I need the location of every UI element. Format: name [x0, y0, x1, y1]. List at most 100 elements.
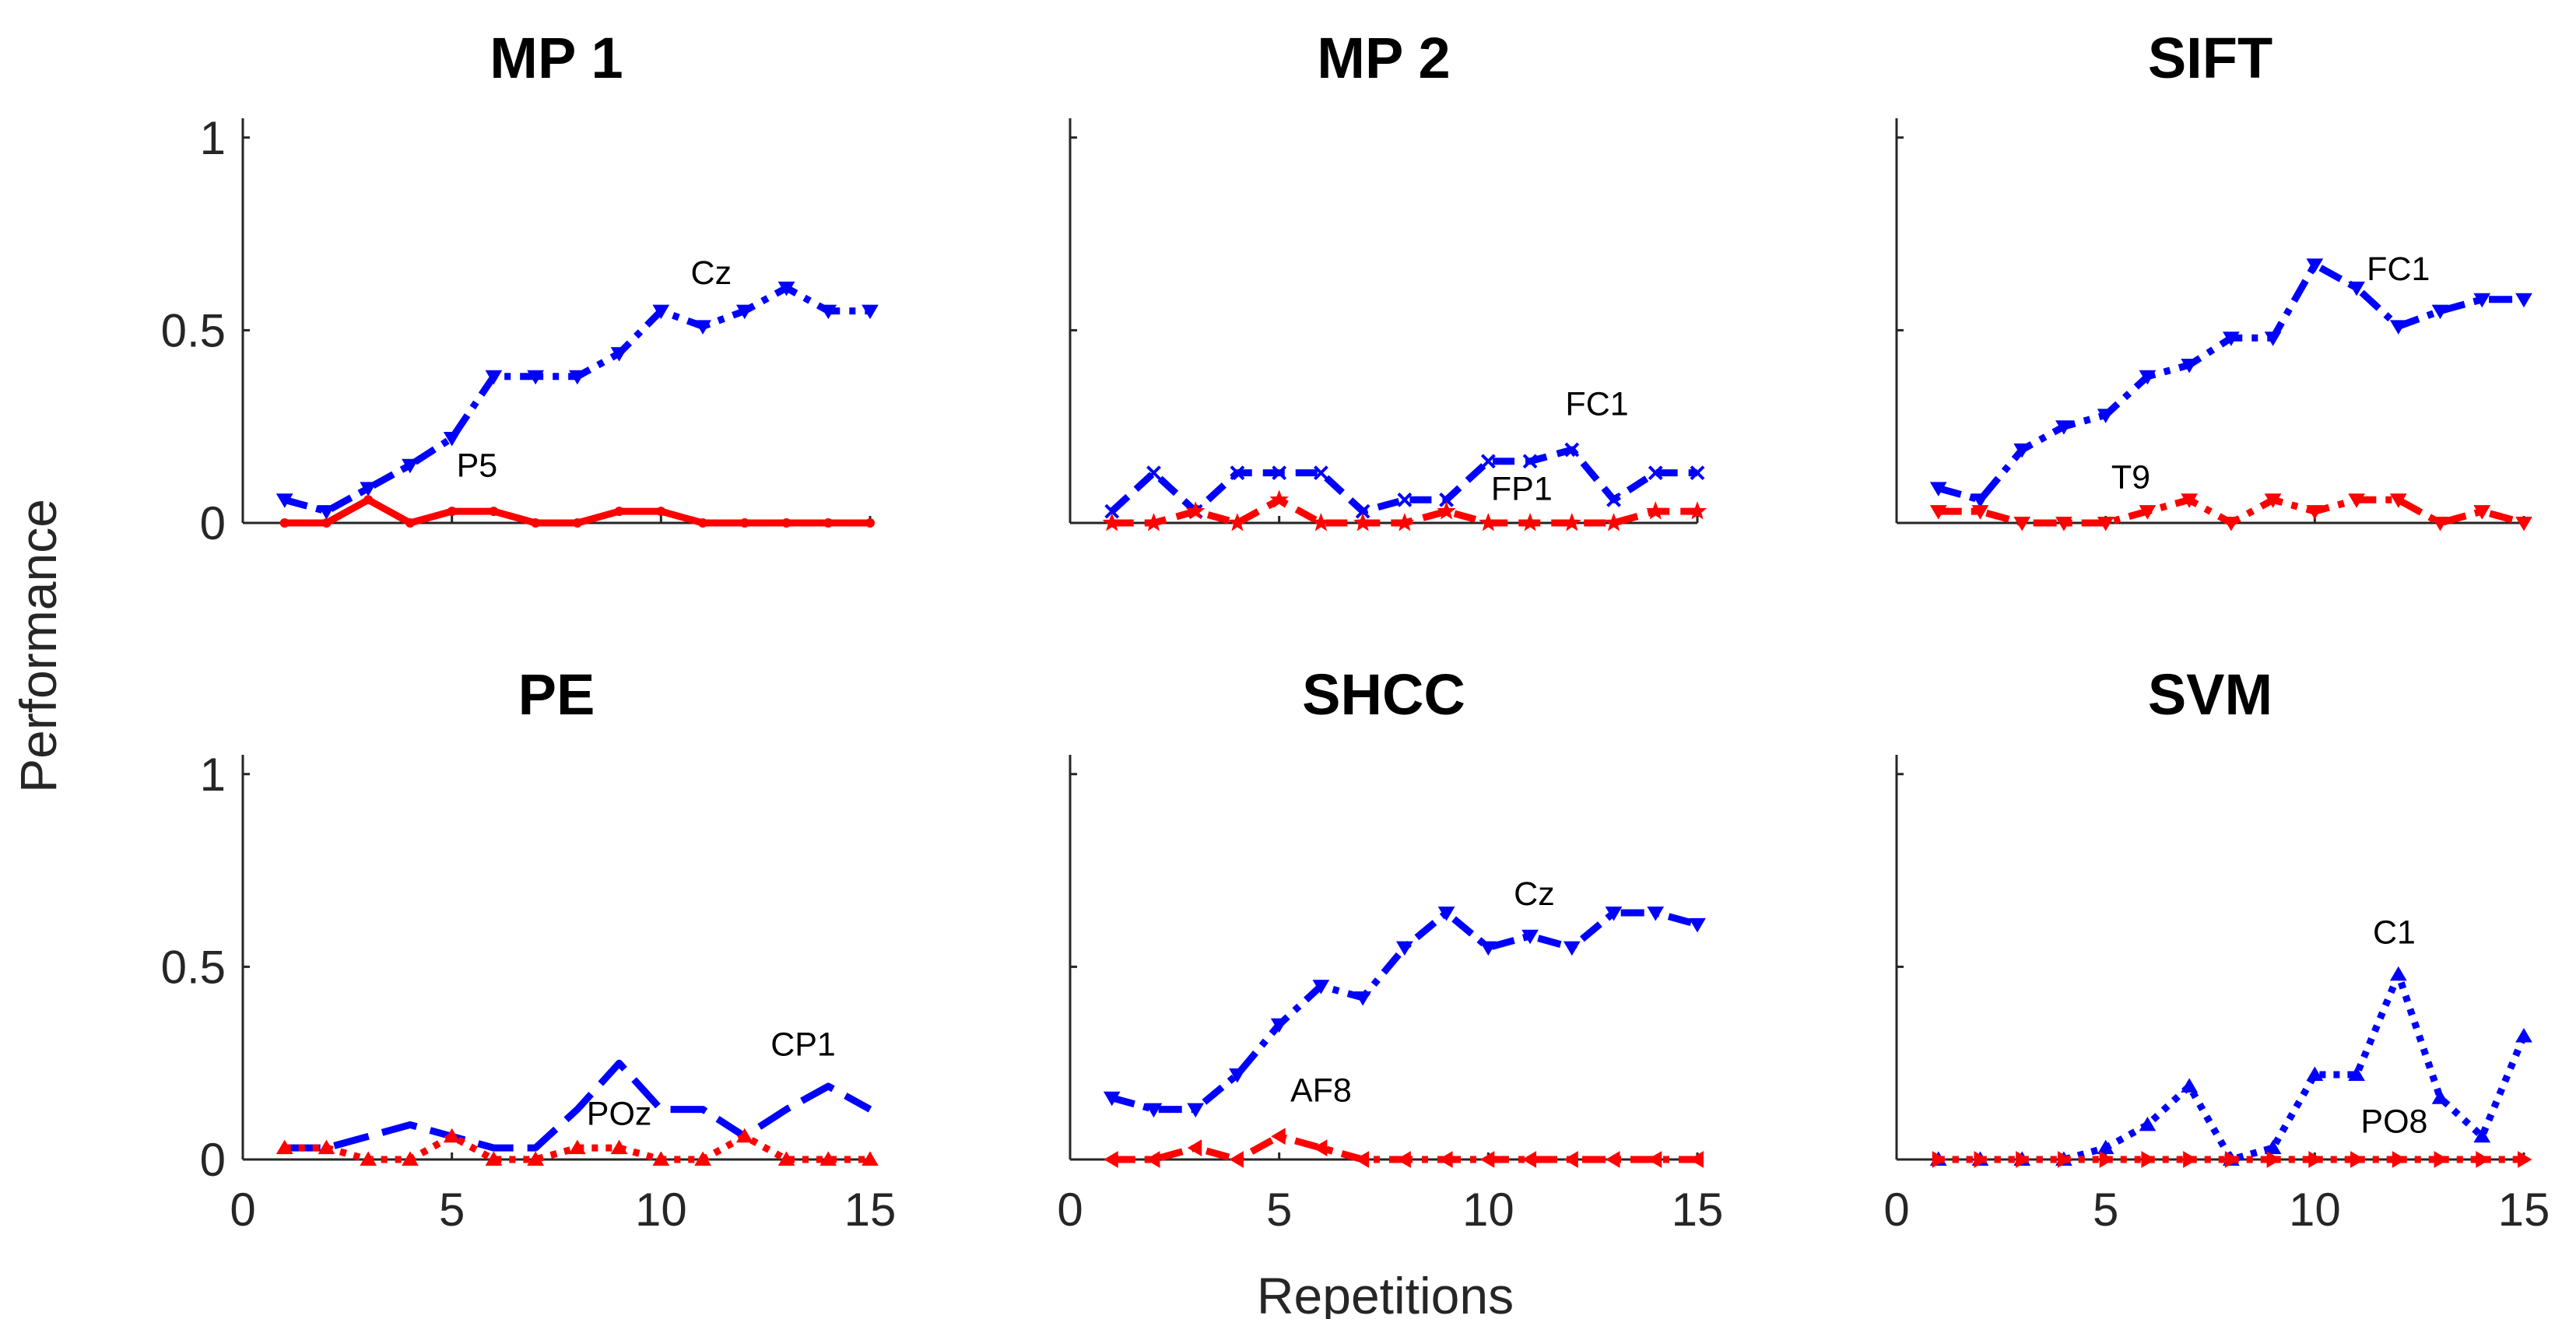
panel-svm: SVM 0 5 10 15 C1 PO8 — [1883, 662, 2550, 1236]
data-point — [318, 1139, 335, 1155]
x-axis-label: Repetitions — [1257, 1267, 1514, 1319]
data-point — [1272, 465, 1287, 481]
data-point — [2097, 1139, 2114, 1155]
data-point — [698, 518, 708, 528]
data-point — [2141, 1151, 2156, 1168]
panel-title: SHCC — [1302, 662, 1465, 727]
data-point — [1102, 513, 1122, 531]
data-point — [1562, 513, 1582, 531]
data-point — [2139, 1116, 2157, 1131]
data-point — [1971, 505, 1989, 520]
data-point — [819, 1151, 837, 1166]
data-point — [1648, 465, 1663, 481]
data-point — [360, 482, 377, 496]
data-point — [1145, 1103, 1163, 1118]
data-point — [1354, 991, 1372, 1006]
data-point — [405, 518, 415, 528]
data-point — [1438, 1151, 1453, 1168]
data-point — [1397, 492, 1413, 507]
data-point — [2473, 1128, 2491, 1143]
data-point — [1144, 513, 1163, 531]
data-point — [318, 505, 335, 520]
data-point — [1313, 465, 1328, 481]
data-point — [1396, 1151, 1411, 1168]
data-point — [1687, 501, 1707, 520]
data-point — [652, 304, 670, 320]
data-point — [2181, 493, 2199, 508]
data-point — [1971, 493, 1989, 508]
data-point — [656, 507, 666, 517]
data-point — [2348, 493, 2365, 508]
data-point — [2016, 1151, 2030, 1168]
data-point — [2389, 320, 2407, 335]
series-annotation: FP1 — [1491, 470, 1553, 507]
panel-title: MP 2 — [1317, 26, 1450, 90]
series-annotation: C1 — [2373, 914, 2416, 952]
data-point — [1312, 1139, 1328, 1157]
series-line-fc1 — [1937, 261, 2524, 503]
data-point — [402, 458, 419, 474]
data-point — [1104, 1151, 1118, 1168]
data-point — [1929, 505, 1947, 520]
data-point — [2139, 370, 2157, 385]
data-point — [2057, 1151, 2072, 1168]
data-point — [568, 370, 586, 385]
y-tick-label: 0.5 — [161, 304, 226, 356]
series-annotation: Cz — [1514, 875, 1555, 913]
series-line-c1 — [1938, 970, 2528, 1163]
data-point — [363, 495, 374, 505]
data-point — [1604, 513, 1623, 531]
data-point — [2055, 517, 2072, 531]
data-point — [2224, 1151, 2240, 1168]
series-line-cz — [1111, 909, 1699, 1114]
data-point — [1187, 1139, 1202, 1157]
panel-sift: SIFT FC1 T9 — [1895, 26, 2532, 531]
data-point — [1606, 1151, 1620, 1168]
data-point — [2515, 517, 2532, 531]
panel-title: MP 1 — [490, 26, 623, 90]
data-point — [527, 370, 545, 385]
data-point — [1606, 492, 1621, 507]
data-point — [2222, 517, 2240, 531]
series-annotation: P5 — [457, 447, 498, 485]
data-point — [2473, 293, 2491, 308]
data-point — [1145, 1151, 1160, 1168]
data-point — [1354, 1151, 1370, 1168]
data-point — [1230, 465, 1245, 481]
data-point — [865, 518, 875, 528]
data-point — [2392, 1151, 2407, 1168]
series-line-cz — [283, 284, 870, 515]
data-point — [443, 1128, 461, 1143]
data-point — [2264, 493, 2282, 508]
x-tick-label: 10 — [1462, 1184, 1514, 1236]
panel-title: SVM — [2148, 662, 2272, 727]
data-point — [1271, 1128, 1286, 1145]
series-line-cp1 — [284, 1059, 872, 1152]
data-point — [1229, 1151, 1244, 1168]
data-point — [1146, 465, 1161, 481]
x-tick-label: 15 — [1672, 1184, 1724, 1236]
data-point — [1690, 465, 1705, 481]
data-point — [777, 281, 795, 296]
x-tick-label: 15 — [844, 1184, 897, 1236]
y-tick-label: 0 — [200, 497, 226, 549]
data-point — [610, 1139, 628, 1155]
data-point — [402, 1151, 419, 1166]
data-point — [2266, 1151, 2282, 1168]
series-annotation: FC1 — [2367, 251, 2430, 288]
data-point — [2222, 332, 2240, 346]
data-point — [2099, 1151, 2114, 1168]
panel-shcc: SHCC 0 5 10 15 Cz AF8 — [1057, 662, 1723, 1236]
data-point — [1521, 1151, 1537, 1168]
data-point — [1563, 1151, 1578, 1168]
data-point — [862, 304, 879, 320]
data-point — [485, 370, 503, 385]
data-point — [862, 1151, 879, 1166]
y-tick-label: 0.5 — [161, 941, 226, 993]
data-point — [360, 1151, 377, 1166]
data-point — [2431, 517, 2449, 531]
data-point — [2515, 1028, 2532, 1043]
